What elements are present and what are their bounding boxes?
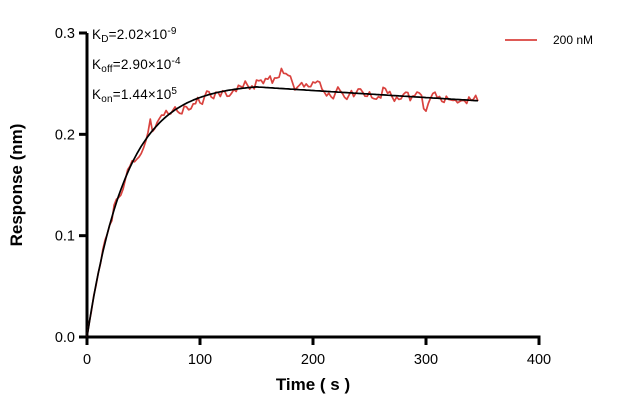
kd-value-line: KD=2.02×10-9 xyxy=(92,21,181,51)
fit-curve xyxy=(86,86,479,338)
kon-value-line: Kon=1.44×105 xyxy=(92,81,181,111)
kinetics-annotation: KD=2.02×10-9 Koff=2.90×10-4 Kon=1.44×105 xyxy=(92,21,181,111)
kd-exponent: -9 xyxy=(167,26,177,37)
x-tick-label: 100 xyxy=(188,352,212,368)
kon-mantissa: =1.44×10 xyxy=(112,87,172,102)
kon-symbol: K xyxy=(92,87,102,102)
legend: 200 nM xyxy=(504,33,593,47)
kd-symbol: K xyxy=(92,27,102,42)
y-tick-label: 0.1 xyxy=(55,229,75,245)
y-tick-label: 0.3 xyxy=(55,26,75,42)
koff-subscript: off xyxy=(101,64,113,75)
x-tick-label: 400 xyxy=(527,352,551,368)
kon-subscript: on xyxy=(101,94,113,105)
legend-label: 200 nM xyxy=(553,33,594,47)
y-tick-label: 0.0 xyxy=(55,330,75,346)
y-axis-title: Response (nm) xyxy=(7,124,26,247)
x-tick-label: 300 xyxy=(414,352,438,368)
kd-mantissa: =2.02×10 xyxy=(108,27,168,42)
kd-subscript: D xyxy=(101,34,109,45)
koff-mantissa: =2.90×10 xyxy=(112,57,172,72)
x-axis-title: Time ( s ) xyxy=(276,375,350,394)
x-tick-label: 200 xyxy=(301,352,325,368)
kon-exponent: 5 xyxy=(171,86,178,97)
koff-exponent: -4 xyxy=(171,56,181,67)
koff-value-line: Koff=2.90×10-4 xyxy=(92,51,181,81)
legend-line-icon xyxy=(505,39,537,41)
y-tick-label: 0.2 xyxy=(55,127,75,143)
x-tick-label: 0 xyxy=(83,352,91,368)
koff-symbol: K xyxy=(92,57,102,72)
